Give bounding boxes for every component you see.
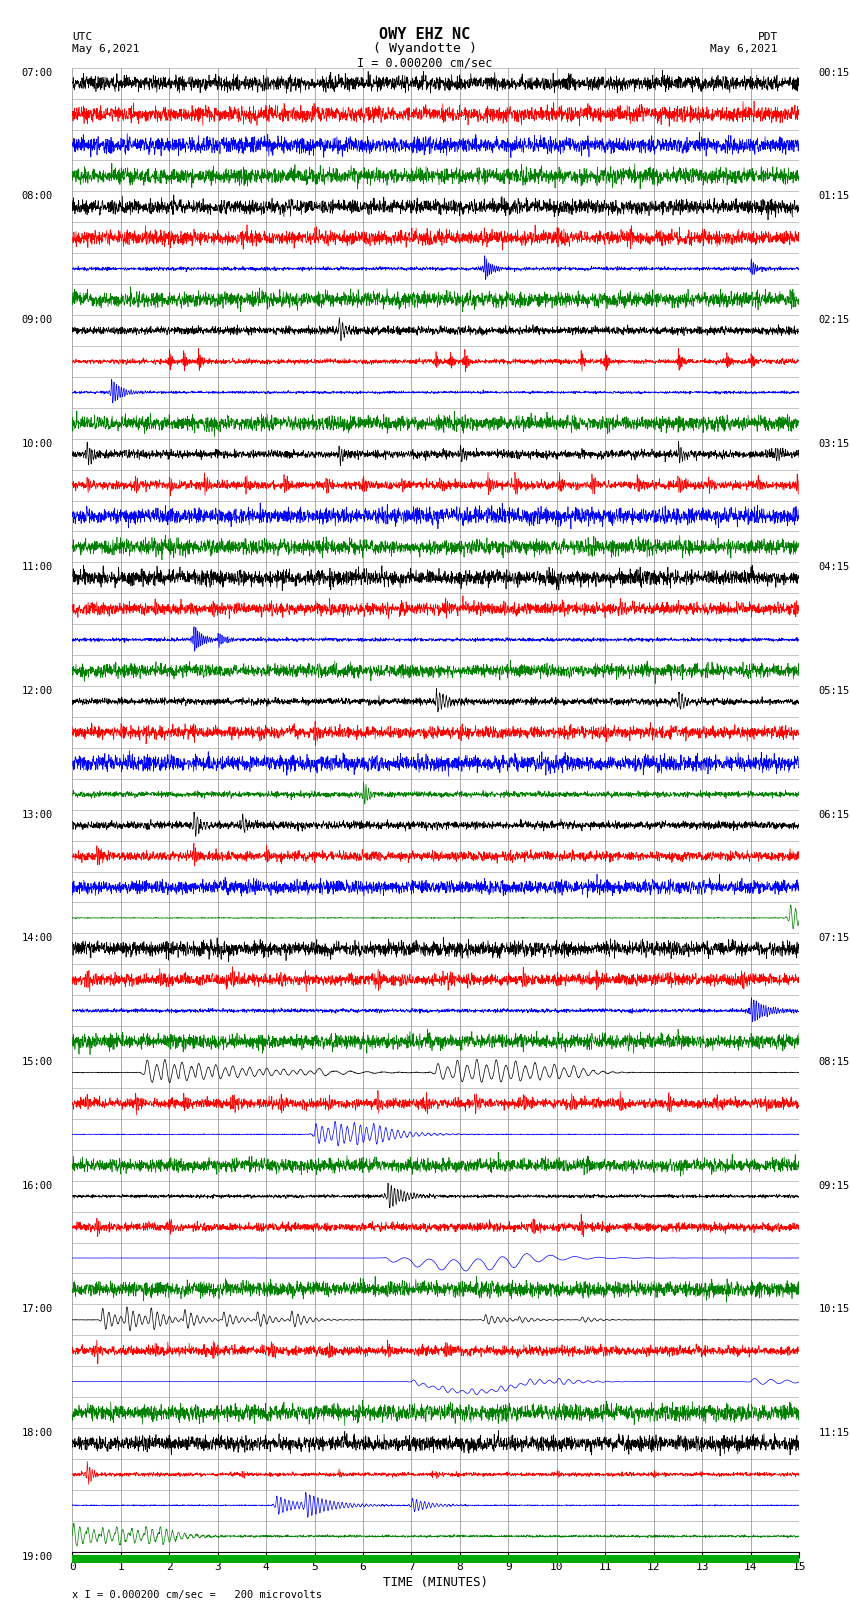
Text: I = 0.000200 cm/sec: I = 0.000200 cm/sec [357,56,493,69]
Text: 12:00: 12:00 [21,686,53,697]
Text: 16:00: 16:00 [21,1181,53,1190]
Text: 07:15: 07:15 [819,934,850,944]
Text: 01:15: 01:15 [819,192,850,202]
Text: 15:00: 15:00 [21,1057,53,1068]
Text: 10:15: 10:15 [819,1305,850,1315]
Text: 02:15: 02:15 [819,315,850,326]
Text: OWY EHZ NC: OWY EHZ NC [379,27,471,42]
Text: 11:00: 11:00 [21,563,53,573]
Text: 07:00: 07:00 [21,68,53,77]
Text: 00:15: 00:15 [819,68,850,77]
Text: x I = 0.000200 cm/sec =   200 microvolts: x I = 0.000200 cm/sec = 200 microvolts [72,1590,322,1600]
Text: 04:15: 04:15 [819,563,850,573]
Text: 06:15: 06:15 [819,810,850,819]
Text: 03:15: 03:15 [819,439,850,448]
Text: 11:15: 11:15 [819,1428,850,1439]
Text: 13:00: 13:00 [21,810,53,819]
Text: UTC
May 6,2021: UTC May 6,2021 [72,32,139,53]
Text: 09:15: 09:15 [819,1181,850,1190]
Text: 17:00: 17:00 [21,1305,53,1315]
Text: PDT
May 6,2021: PDT May 6,2021 [711,32,778,53]
Text: 05:15: 05:15 [819,686,850,697]
Text: 19:00: 19:00 [21,1552,53,1561]
X-axis label: TIME (MINUTES): TIME (MINUTES) [383,1576,488,1589]
Text: 14:00: 14:00 [21,934,53,944]
Text: 09:00: 09:00 [21,315,53,326]
Text: 18:00: 18:00 [21,1428,53,1439]
Text: 08:15: 08:15 [819,1057,850,1068]
Text: ( Wyandotte ): ( Wyandotte ) [373,42,477,55]
Text: 10:00: 10:00 [21,439,53,448]
Text: 08:00: 08:00 [21,192,53,202]
